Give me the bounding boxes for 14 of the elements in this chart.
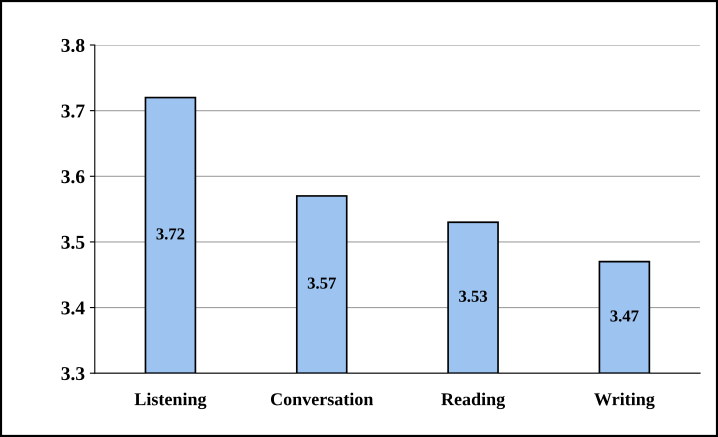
y-tick-label: 3.4 xyxy=(61,301,85,315)
y-tick-label: 3.5 xyxy=(61,236,84,249)
x-tick-label: Listening xyxy=(134,392,206,410)
y-tick-label: 3.3 xyxy=(61,367,84,380)
data-label: 3.72 xyxy=(156,228,184,240)
data-label: 3.57 xyxy=(308,278,336,289)
data-label: 3.47 xyxy=(610,310,639,322)
x-tick-label: Reading xyxy=(441,392,505,410)
y-tick-label: 3.8 xyxy=(61,38,84,52)
x-tick-label: Writing xyxy=(594,392,655,410)
x-tick-label: Conversation xyxy=(270,392,374,406)
data-label: 3.53 xyxy=(459,290,488,302)
y-tick-label: 3.7 xyxy=(61,104,85,118)
y-tick-label: 3.6 xyxy=(61,170,84,184)
